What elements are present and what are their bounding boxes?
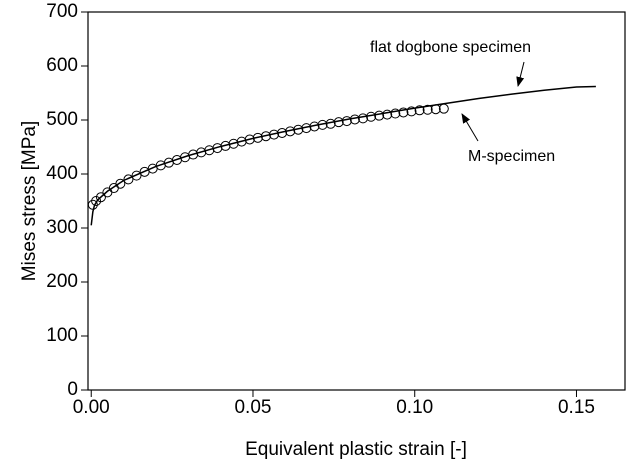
data-point [95,192,106,203]
y-tick-label: 0 [67,379,78,400]
data-point [374,110,385,121]
data-point [252,132,263,143]
data-point [285,126,296,137]
y-axis-label: Mises stress [MPa] [19,121,40,281]
data-point [349,114,360,125]
data-point [87,199,98,210]
annotation: flat dogbone specimen [370,39,531,56]
data-point [366,111,377,122]
data-point [398,107,409,118]
y-tick-label: 300 [46,217,78,238]
data-point [108,183,119,194]
data-point [325,118,336,129]
data-point [309,121,320,132]
data-point [277,127,288,138]
data-point [341,116,352,127]
annotation: M-specimen [468,148,555,165]
data-point [102,187,113,198]
data-point [357,113,368,124]
data-point [422,104,433,115]
data-point [115,178,126,189]
y-tick-label: 100 [46,325,78,346]
data-point [260,131,271,142]
data-point [131,170,142,181]
y-tick-label: 400 [46,163,78,184]
x-axis-label: Equivalent plastic strain [-] [245,439,467,460]
x-tick-label: 0.10 [396,397,433,418]
data-point [123,174,134,185]
x-tick-label: 0.05 [234,397,271,418]
y-tick-label: 700 [46,1,78,22]
y-tick-label: 600 [46,55,78,76]
x-tick-label: 0.00 [73,397,110,418]
data-point [382,109,393,120]
data-point [333,117,344,128]
annotation-arrow [516,61,525,87]
y-tick-label: 200 [46,271,78,292]
data-point [406,106,417,117]
data-point [430,104,441,115]
data-point [438,103,449,114]
x-tick-label: 0.15 [558,397,595,418]
plot-frame [87,11,626,391]
data-point [244,134,255,145]
data-point [317,119,328,130]
data-point [269,129,280,140]
data-point [414,105,425,116]
data-point [390,108,401,119]
data-point [293,124,304,135]
y-tick-label: 500 [46,109,78,130]
annotation-arrow [461,113,479,142]
data-point [301,123,312,134]
